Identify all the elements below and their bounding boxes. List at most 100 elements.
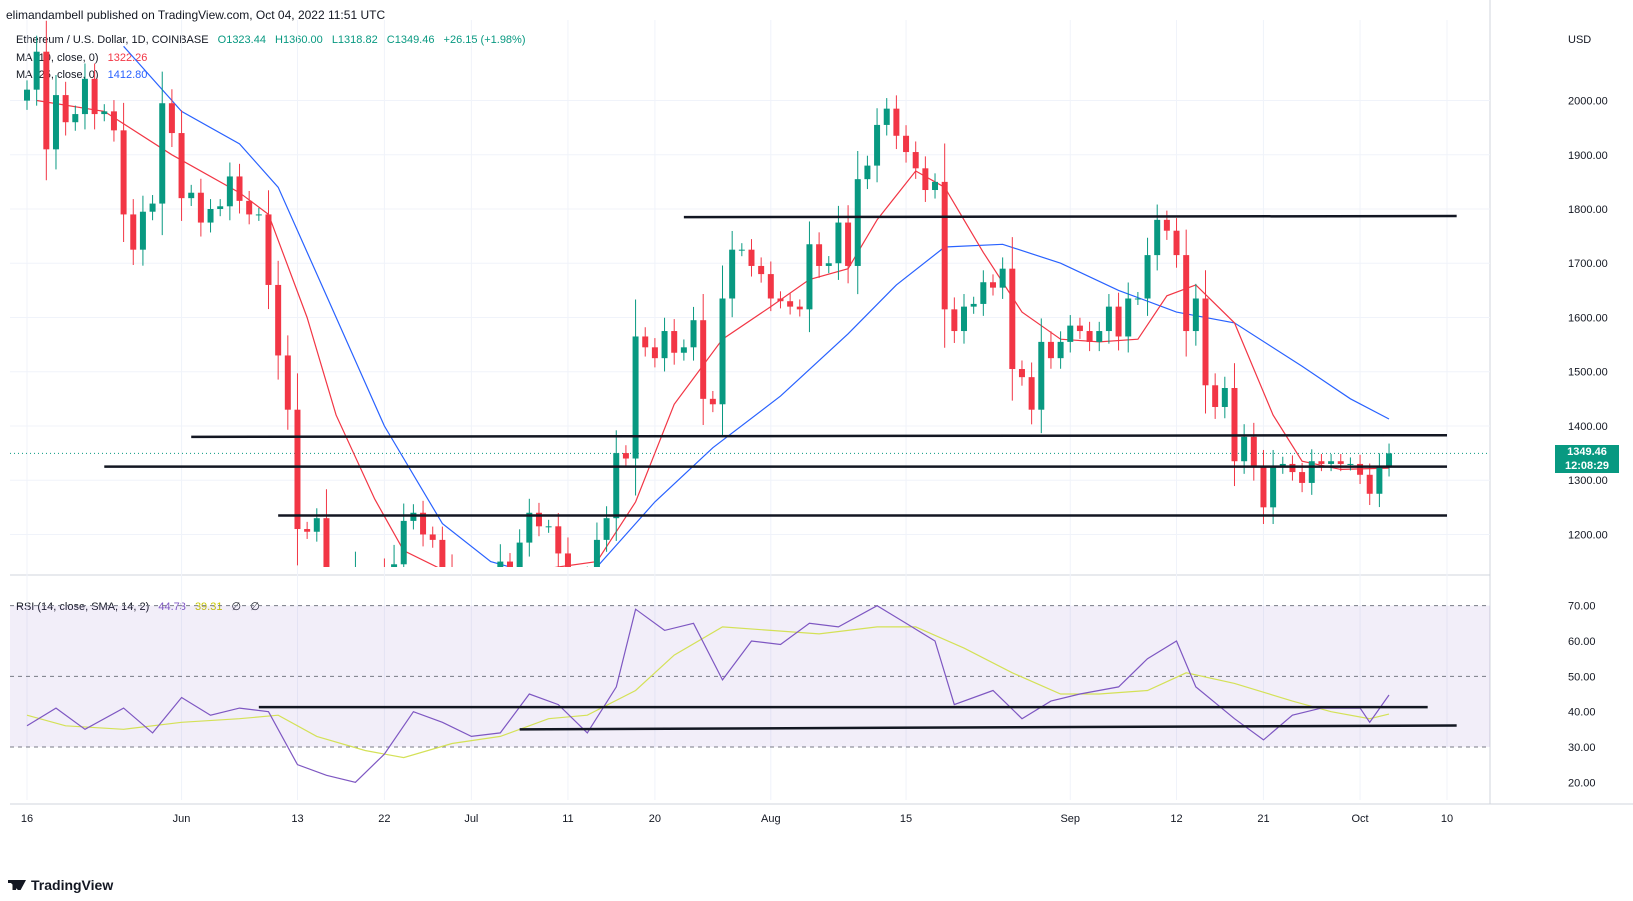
candle-body: [168, 103, 175, 134]
candle-body: [961, 306, 968, 332]
candle-body: [1144, 255, 1151, 299]
candle-body: [1299, 472, 1306, 483]
candle-body: [139, 211, 146, 250]
time-tick-label: 10: [1441, 813, 1453, 825]
grid-lines: [10, 0, 1633, 805]
candle-body: [101, 111, 108, 115]
time-tick-label: Jul: [464, 813, 478, 825]
symbol-name[interactable]: Ethereum / U.S. Dollar, 1D, COINBASE: [16, 34, 209, 46]
currency-label[interactable]: USD: [1568, 34, 1592, 46]
candle-body: [110, 111, 117, 131]
price-tick-label: 1500.00: [1568, 367, 1608, 379]
candle-body: [120, 130, 127, 215]
candle-body: [1221, 388, 1228, 407]
rsi-legend[interactable]: RSI (14, close, SMA, 14, 2) 44.73 39.31 …: [16, 600, 266, 613]
candle-body: [700, 320, 707, 399]
candle-body: [777, 298, 784, 302]
tradingview-logo[interactable]: TradingView: [8, 877, 113, 893]
candle-body: [1018, 369, 1025, 378]
candle-body: [613, 453, 620, 519]
candle-body: [516, 542, 523, 567]
candle-body: [1086, 331, 1093, 342]
low-value: L1318.82: [331, 34, 378, 46]
candle-body: [999, 268, 1006, 288]
candle-body: [1125, 298, 1132, 337]
rsi-lines: [26, 605, 1390, 783]
trendlines: [104, 214, 1457, 731]
candle-body: [951, 309, 958, 332]
candle-body: [603, 518, 610, 540]
time-tick-label: 15: [900, 813, 912, 825]
candle-body: [1337, 461, 1344, 464]
candle-body: [864, 165, 871, 180]
rsi-line: [26, 605, 1390, 783]
candle-body: [903, 135, 910, 153]
candle-body: [130, 214, 137, 250]
candle-body: [874, 124, 881, 166]
candle-body: [806, 244, 813, 310]
candle-body: [1067, 325, 1074, 342]
candle-body: [719, 298, 726, 405]
time-tick-label: 13: [291, 813, 303, 825]
candle-body: [825, 263, 832, 266]
candle-body: [488, 605, 494, 608]
candle-body: [729, 249, 736, 299]
candle-body: [236, 176, 243, 201]
candle-body: [1376, 466, 1383, 494]
rsi-tick-label: 30.00: [1568, 742, 1596, 754]
rsi-extra-1: ∅: [231, 601, 242, 613]
candle-body: [651, 347, 658, 359]
candle-body: [1009, 268, 1016, 370]
candle-body: [1202, 298, 1209, 386]
price-trendline: [191, 433, 1448, 439]
rsi-extra-2: ∅: [250, 601, 260, 613]
price-tick-label: 1300.00: [1568, 475, 1608, 487]
rsi-tick-label: 60.00: [1568, 636, 1596, 648]
rsi-tick-label: 40.00: [1568, 707, 1596, 719]
rsi-label: RSI (14, close, SMA, 14, 2): [16, 601, 150, 613]
candle-body: [91, 78, 98, 115]
price-tick-label: 1200.00: [1568, 529, 1608, 541]
candle-body: [197, 192, 204, 223]
candle-body: [1347, 463, 1354, 465]
candle-body: [1057, 341, 1064, 359]
candlesticks: [24, 20, 1393, 643]
ma10-value: 1322.26: [107, 52, 148, 64]
candle-body: [459, 591, 465, 605]
candle-body: [439, 539, 446, 567]
candle-body: [343, 597, 349, 643]
rsi-sma-value: 39.31: [194, 601, 223, 613]
ma10-legend[interactable]: MA (10, close, 0) 1322.26: [16, 52, 153, 64]
bar-countdown: 12:08:29: [1564, 460, 1610, 472]
candle-body: [1047, 341, 1054, 359]
publisher-line: elimandambell published on TradingView.c…: [6, 8, 386, 22]
price-tick-label: 1400.00: [1568, 421, 1608, 433]
candle-body: [922, 168, 929, 191]
candle-body: [294, 409, 301, 530]
candle-body: [1357, 463, 1364, 475]
candle-body: [680, 347, 687, 353]
time-tick-label: 21: [1257, 813, 1269, 825]
candle-body: [1154, 219, 1161, 256]
candle-body: [893, 108, 900, 136]
candle-body: [941, 181, 948, 310]
candle-body: [352, 575, 358, 643]
candle-body: [883, 108, 890, 125]
candle-body: [835, 222, 842, 264]
candle-body: [1279, 463, 1286, 467]
ma25-legend[interactable]: MA (25, close, 0) 1412.80: [16, 69, 153, 81]
brand-name: TradingView: [31, 877, 114, 893]
open-value: O1323.44: [217, 34, 266, 46]
symbol-legend[interactable]: Ethereum / U.S. Dollar, 1D, COINBASE O13…: [16, 34, 532, 46]
candle-body: [1318, 461, 1325, 464]
candle-body: [323, 518, 330, 567]
candle-body: [207, 209, 214, 223]
candle-body: [400, 520, 407, 565]
candle-body: [575, 591, 581, 624]
candle-body: [313, 518, 320, 532]
rsi-band: [10, 605, 1490, 748]
candle-body: [1270, 466, 1277, 508]
change-value: +26.15 (+1.98%): [443, 34, 526, 46]
candle-body: [188, 192, 195, 199]
